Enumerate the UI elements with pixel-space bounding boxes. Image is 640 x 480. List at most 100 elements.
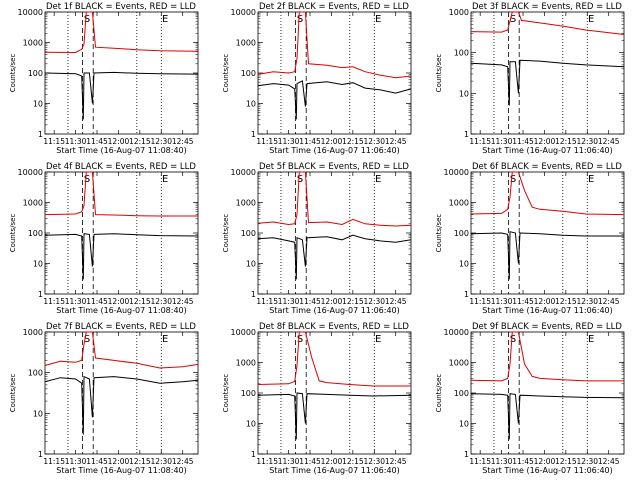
x-tick-label: 12:15 <box>342 457 364 466</box>
y-tick-label: 10 <box>246 260 256 269</box>
x-tick-label: 11:45 <box>299 137 321 146</box>
y-tick-label: 10000 <box>231 328 256 337</box>
x-tick-label: 11:45 <box>299 457 321 466</box>
y-axis-label: Counts/sec <box>9 374 17 413</box>
y-tick-label: 1000 <box>236 359 256 368</box>
x-tick-label: 12:30 <box>576 137 598 146</box>
x-tick-label: 12:15 <box>342 297 364 306</box>
series-line-events <box>470 59 625 106</box>
x-tick-label: 12:15 <box>555 137 577 146</box>
y-tick-label: 100 <box>241 389 256 398</box>
x-tick-label: 11:15 <box>469 137 491 146</box>
series-line-events <box>470 393 625 440</box>
y-axis-label: Counts/sec <box>9 54 17 93</box>
start-marker-label: S <box>510 14 516 25</box>
x-tick-label: 12:30 <box>150 137 172 146</box>
x-axis-label: Start Time (16-Aug-07 11:06:40) <box>269 146 400 155</box>
y-tick-label: 1000 <box>236 199 256 208</box>
x-tick-label: 12:30 <box>363 297 385 306</box>
x-tick-label: 12:15 <box>129 457 151 466</box>
chart-title: Det 4f BLACK = Events, RED = LLD <box>46 162 196 172</box>
x-tick-label: 12:30 <box>150 297 172 306</box>
chart-title: Det 7f BLACK = Events, RED = LLD <box>46 322 196 332</box>
start-marker-label: S <box>297 174 303 185</box>
y-tick-label: 1 <box>251 450 256 459</box>
x-tick-label: 11:30 <box>278 137 300 146</box>
x-tick-label: 12:45 <box>172 137 194 146</box>
x-tick-label: 11:45 <box>86 137 108 146</box>
end-marker-label: E <box>162 174 168 185</box>
end-marker-label: E <box>375 334 381 345</box>
x-tick-label: 11:45 <box>86 457 108 466</box>
y-tick-label: 1000 <box>449 8 469 17</box>
y-tick-label: 10 <box>33 260 43 269</box>
chart-title: Det 8f BLACK = Events, RED = LLD <box>259 322 409 332</box>
y-tick-label: 1 <box>251 130 256 139</box>
series-line-lld <box>470 331 624 382</box>
x-tick-label: 11:45 <box>512 297 534 306</box>
x-axis-label: Start Time (16-Aug-07 11:06:40) <box>269 306 400 315</box>
x-tick-label: 12:30 <box>363 137 385 146</box>
y-tick-label: 10 <box>459 420 469 429</box>
end-marker-label: E <box>375 14 381 25</box>
y-tick-label: 10000 <box>18 168 43 177</box>
y-tick-label: 10 <box>33 409 43 418</box>
y-axis-label: Counts/sec <box>435 214 443 253</box>
y-axis-label: Counts/sec <box>222 214 230 253</box>
y-axis-label: Counts/sec <box>9 214 17 253</box>
y-tick-label: 1000 <box>449 359 469 368</box>
x-tick-label: 12:45 <box>598 137 620 146</box>
x-tick-label: 11:45 <box>512 137 534 146</box>
y-tick-label: 1 <box>251 290 256 299</box>
y-tick-label: 10000 <box>231 168 256 177</box>
x-tick-label: 12:00 <box>321 137 343 146</box>
end-marker-label: E <box>588 174 594 185</box>
x-axis-label: Start Time (16-Aug-07 11:08:40) <box>56 466 187 475</box>
x-tick-label: 11:15 <box>469 297 491 306</box>
series-line-lld <box>470 171 625 216</box>
chart-title: Det 5f BLACK = Events, RED = LLD <box>259 162 409 172</box>
series-line-events <box>470 231 624 280</box>
x-tick-label: 11:45 <box>299 297 321 306</box>
x-tick-label: 12:00 <box>534 137 556 146</box>
y-axis-label: Counts/sec <box>222 54 230 93</box>
x-tick-label: 12:15 <box>555 297 577 306</box>
x-tick-label: 11:15 <box>256 137 278 146</box>
y-tick-label: 1 <box>38 130 43 139</box>
x-axis-label: Start Time (16-Aug-07 11:08:40) <box>56 306 187 315</box>
y-tick-label: 100 <box>454 49 469 58</box>
y-axis-label: Counts/sec <box>435 54 443 93</box>
x-tick-label: 12:30 <box>576 457 598 466</box>
x-tick-label: 12:15 <box>342 137 364 146</box>
x-tick-label: 12:45 <box>385 297 407 306</box>
y-tick-label: 1 <box>38 290 43 299</box>
x-axis-label: Start Time (16-Aug-07 11:08:40) <box>56 146 187 155</box>
x-tick-label: 11:30 <box>278 457 300 466</box>
x-tick-label: 12:15 <box>555 457 577 466</box>
y-axis-label: Counts/sec <box>435 374 443 413</box>
x-tick-label: 11:30 <box>65 137 87 146</box>
x-tick-label: 11:15 <box>43 457 65 466</box>
series-line-events <box>257 234 412 280</box>
x-axis-label: Start Time (16-Aug-07 11:06:40) <box>269 466 400 475</box>
x-tick-label: 12:30 <box>150 457 172 466</box>
x-tick-label: 11:45 <box>86 297 108 306</box>
end-marker-label: E <box>162 14 168 25</box>
y-tick-label: 10 <box>459 89 469 98</box>
x-tick-label: 12:00 <box>321 297 343 306</box>
y-tick-label: 10000 <box>444 328 469 337</box>
y-tick-label: 100 <box>241 69 256 78</box>
series-line-lld <box>44 11 199 54</box>
x-tick-label: 11:30 <box>278 297 300 306</box>
series-line-lld <box>257 331 411 387</box>
end-marker-label: E <box>588 334 594 345</box>
y-tick-label: 1 <box>464 290 469 299</box>
y-tick-label: 10 <box>33 100 43 109</box>
start-marker-label: S <box>297 334 303 345</box>
x-tick-label: 12:45 <box>172 297 194 306</box>
